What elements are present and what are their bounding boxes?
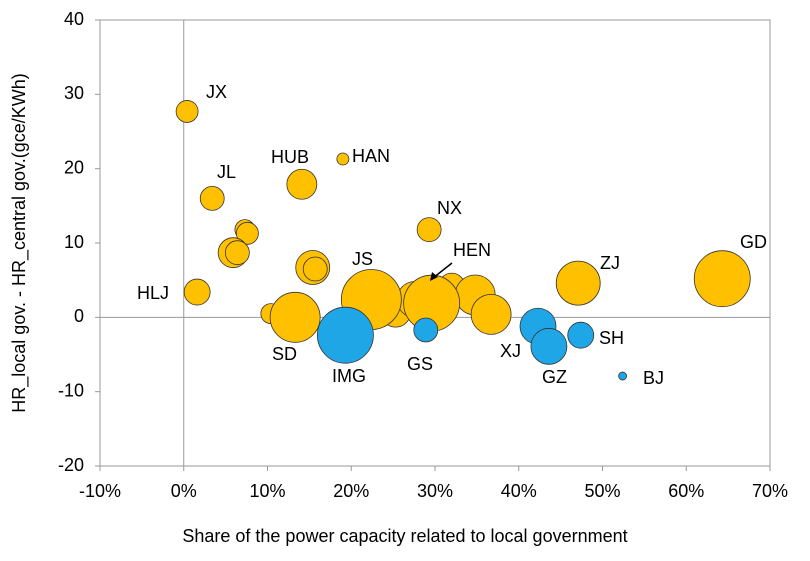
point-label: SH <box>599 328 624 348</box>
x-tick-label: 40% <box>501 481 537 501</box>
bubble <box>235 221 259 245</box>
y-tick-label: -10 <box>58 380 84 400</box>
point-label: JL <box>217 162 236 182</box>
point-label: JS <box>352 249 373 269</box>
bubble <box>470 293 512 335</box>
plot-frame <box>99 19 771 467</box>
bubble <box>175 100 199 123</box>
point-label: SD <box>272 344 297 364</box>
bubble <box>302 256 328 282</box>
x-tick-label: 20% <box>333 481 369 501</box>
point-label: NX <box>437 198 462 218</box>
y-tick-label: 40 <box>64 9 84 29</box>
point-label: IMG <box>332 366 366 386</box>
point-label: GD <box>740 232 767 252</box>
point-label: ZJ <box>600 253 620 273</box>
y-tick-label: 30 <box>64 83 84 103</box>
x-tick-label: -10% <box>79 481 121 501</box>
arrow-head <box>430 272 438 281</box>
bubble <box>530 327 568 365</box>
y-tick-label: 0 <box>74 306 84 326</box>
x-tick-label: 0% <box>171 481 197 501</box>
y-tick-label: 10 <box>64 232 84 252</box>
x-axis-title: Share of the power capacity related to l… <box>182 526 627 546</box>
bubble <box>199 185 225 211</box>
point-label: HAN <box>352 146 390 166</box>
bubble <box>336 152 350 166</box>
bubble <box>618 371 627 381</box>
point-label: HUB <box>271 147 309 167</box>
bubble <box>567 321 595 349</box>
bubble <box>416 217 442 243</box>
point-label: HLJ <box>137 283 169 303</box>
y-tick-label: -20 <box>58 455 84 475</box>
x-tick-label: 50% <box>584 481 620 501</box>
x-tick-label: 10% <box>249 481 285 501</box>
bubble <box>413 317 439 343</box>
point-label: XJ <box>500 341 521 361</box>
bubble <box>555 260 601 306</box>
point-label: BJ <box>643 368 664 388</box>
bubble <box>316 306 374 364</box>
bubble <box>693 250 751 308</box>
bubble <box>269 291 321 343</box>
x-tick-label: 60% <box>668 481 704 501</box>
y-tick-label: 20 <box>64 157 84 177</box>
y-axis-title: HR_local gov. - HR_central gov.(gce/KWh) <box>9 73 30 412</box>
point-label: GS <box>407 354 433 374</box>
bubble <box>224 240 250 266</box>
point-label: GZ <box>542 367 567 387</box>
x-tick-label: 70% <box>752 481 788 501</box>
point-label: HEN <box>453 240 491 260</box>
point-label: JX <box>206 82 227 102</box>
bubble <box>183 278 211 306</box>
bubble <box>286 168 318 200</box>
x-tick-label: 30% <box>417 481 453 501</box>
